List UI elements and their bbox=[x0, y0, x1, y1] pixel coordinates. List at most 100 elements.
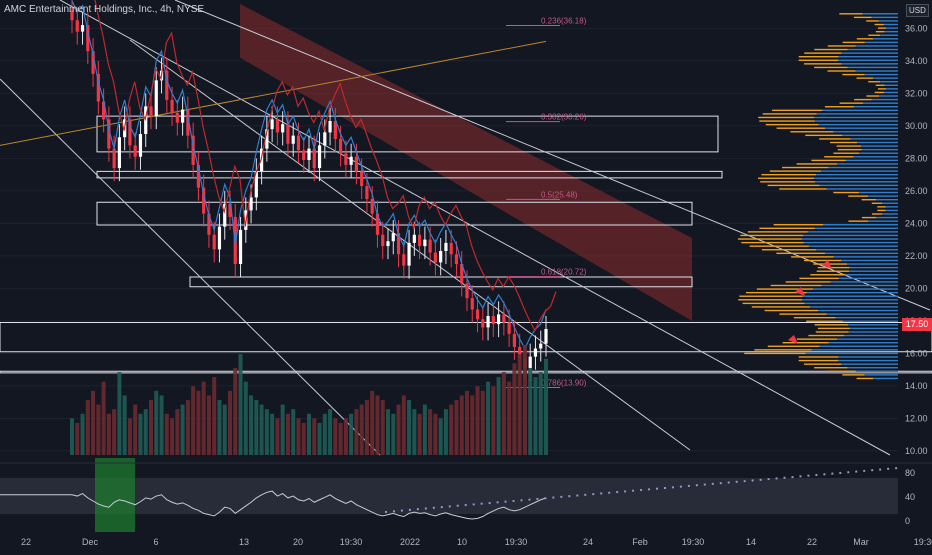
candle-body bbox=[96, 73, 100, 102]
volume-profile-bar bbox=[880, 34, 898, 36]
volume-profile-bar bbox=[861, 216, 877, 219]
volume-bar bbox=[275, 418, 280, 455]
time-tick-label: 10 bbox=[457, 537, 467, 547]
volume-profile-bar bbox=[859, 191, 898, 194]
candle-body bbox=[518, 346, 522, 359]
volume-profile-bar bbox=[856, 77, 874, 79]
volume-bar bbox=[222, 404, 227, 455]
candle-body bbox=[286, 124, 290, 144]
time-tick-label: 20 bbox=[293, 537, 303, 547]
volume-profile-bar bbox=[798, 59, 839, 61]
volume-bar bbox=[185, 400, 190, 455]
volume-profile-bar bbox=[819, 345, 898, 347]
candle-body bbox=[117, 137, 121, 169]
price-tick-label: 16.00 bbox=[905, 348, 928, 358]
volume-bar bbox=[191, 386, 196, 455]
volume-profile-bar bbox=[824, 156, 854, 158]
volume-bar bbox=[396, 404, 401, 455]
volume-profile-bar bbox=[822, 109, 898, 112]
candle-body bbox=[444, 242, 448, 251]
volume-bar bbox=[170, 418, 175, 455]
volume-bar bbox=[196, 390, 201, 455]
oscillator-band bbox=[0, 478, 898, 514]
volume-bar bbox=[507, 381, 512, 455]
highlight-zone bbox=[95, 458, 135, 532]
fib-level-label: 0.618(20.72) bbox=[541, 268, 587, 277]
volume-bar bbox=[228, 390, 232, 455]
candle-body bbox=[86, 25, 90, 52]
volume-profile-bar bbox=[817, 309, 898, 312]
candle-body bbox=[528, 356, 532, 368]
volume-profile-bar bbox=[803, 241, 898, 244]
oscillator-tick-label: 80 bbox=[905, 468, 915, 478]
fib-level-label: 0.5(25.48) bbox=[541, 190, 578, 199]
volume-bar bbox=[75, 422, 80, 455]
volume-bar bbox=[80, 413, 85, 455]
volume-bar bbox=[312, 418, 317, 455]
candle-body bbox=[91, 51, 95, 74]
volume-bar bbox=[338, 422, 343, 455]
volume-profile-bar bbox=[816, 249, 898, 251]
volume-profile-bar bbox=[835, 316, 898, 319]
volume-profile-bar bbox=[842, 320, 898, 322]
volume-bar bbox=[370, 390, 375, 455]
volume-bar bbox=[412, 409, 417, 455]
volume-bar bbox=[175, 409, 180, 455]
candle-body bbox=[202, 187, 206, 214]
volume-profile-bar bbox=[880, 81, 898, 83]
volume-profile-bar bbox=[875, 30, 885, 33]
volume-bar bbox=[164, 413, 169, 455]
volume-bar bbox=[496, 377, 501, 455]
time-tick-label: 19:30 bbox=[505, 537, 528, 547]
candle-body bbox=[196, 164, 200, 188]
trend-line bbox=[0, 78, 381, 456]
candle-body bbox=[449, 242, 453, 255]
price-tick-label: 10.00 bbox=[905, 446, 928, 456]
candle-body bbox=[138, 134, 143, 157]
volume-profile-bar bbox=[773, 224, 824, 226]
last-price-tag: 17.50 bbox=[902, 318, 932, 331]
volume-bar bbox=[407, 400, 412, 455]
currency-badge[interactable]: USD bbox=[906, 4, 929, 17]
volume-profile-bar bbox=[866, 20, 879, 22]
volume-bar bbox=[544, 358, 548, 455]
volume-profile-bar bbox=[754, 349, 812, 351]
volume-bar bbox=[85, 400, 90, 455]
volume-profile-bar bbox=[765, 123, 819, 126]
volume-profile-bar bbox=[779, 188, 827, 190]
candle-body bbox=[391, 233, 395, 242]
time-tick-label: 19:30 bbox=[682, 537, 705, 547]
volume-bar bbox=[480, 390, 485, 455]
volume-profile-bar bbox=[838, 359, 898, 362]
volume-profile-bar bbox=[848, 195, 869, 197]
volume-bar bbox=[296, 418, 301, 455]
volume-profile-bar bbox=[841, 63, 898, 65]
volume-bar bbox=[333, 418, 338, 455]
volume-profile-bar bbox=[838, 56, 898, 58]
volume-bar bbox=[349, 413, 354, 455]
volume-profile-bar bbox=[806, 320, 843, 322]
volume-bar bbox=[91, 390, 96, 455]
volume-profile-bar bbox=[816, 113, 898, 115]
volume-profile-bar bbox=[796, 163, 838, 165]
volume-profile-bar bbox=[821, 284, 898, 287]
chart-title: AMC Entertainment Holdings, Inc., 4h, NY… bbox=[4, 4, 205, 15]
volume-profile-bar bbox=[849, 266, 898, 269]
fib-level-label: 0.786(13.90) bbox=[541, 379, 587, 388]
volume-profile-bar bbox=[828, 342, 898, 344]
volume-profile-bar bbox=[742, 302, 805, 305]
volume-profile-bar bbox=[866, 95, 880, 97]
candle-body bbox=[296, 135, 301, 151]
candle-body bbox=[317, 145, 322, 169]
volume-profile-bar bbox=[804, 302, 898, 305]
volume-profile-bar bbox=[740, 234, 804, 237]
volume-profile-bar bbox=[874, 23, 884, 26]
candle-body bbox=[544, 329, 548, 344]
annotation-arrow bbox=[795, 287, 805, 296]
candle-body bbox=[165, 70, 169, 100]
zone-rect bbox=[0, 322, 932, 353]
candle-body bbox=[275, 119, 279, 133]
volume-profile-bar bbox=[810, 274, 846, 276]
